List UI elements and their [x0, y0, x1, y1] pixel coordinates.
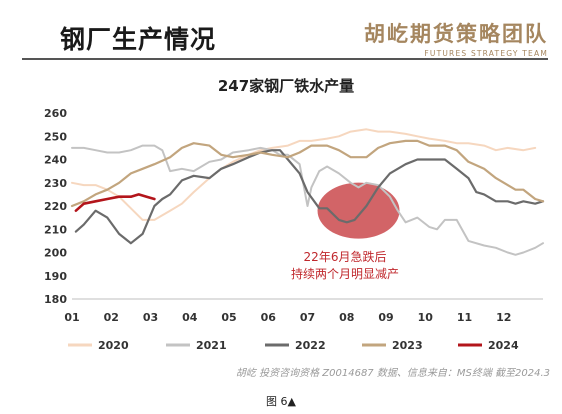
series-layer — [70, 128, 545, 256]
x-tick-label: 10 — [418, 311, 434, 324]
annotation-line-1: 22年6月急跌后 — [304, 249, 387, 264]
series-line-2023 — [70, 139, 545, 208]
x-tick-label: 11 — [457, 311, 472, 324]
series-line-2020 — [71, 128, 537, 221]
x-tick-label: 03 — [143, 311, 158, 324]
page-title: 钢厂生产情况 — [60, 25, 217, 54]
highlight-layer — [317, 182, 400, 239]
axis-layer: 180 190 200 210 220 230 240 250 260 01 02 03 04 05 06 0… — [44, 107, 543, 324]
x-tick-label: 07 — [300, 311, 315, 324]
series-line-2021 — [71, 144, 544, 256]
brand-name-en: FUTURES STRATEGY TEAM — [424, 49, 548, 58]
x-tick-label: 09 — [378, 311, 393, 324]
annotation-line-2: 持续两个月明显减产 — [291, 266, 399, 281]
legend-label-2021: 2021 — [196, 339, 227, 352]
y-tick-label: 180 — [44, 293, 67, 306]
x-tick-label: 06 — [261, 311, 277, 324]
brand-name-cn: 胡屹期货策略团队 — [364, 21, 548, 46]
brand-logo: 胡屹期货策略团队 FUTURES STRATEGY TEAM — [364, 18, 548, 58]
y-tick-label: 190 — [44, 270, 67, 283]
legend-label-2020: 2020 — [98, 339, 129, 352]
series-line-2024 — [74, 193, 156, 212]
x-tick-label: 04 — [182, 311, 198, 324]
legend-label-2024: 2024 — [488, 339, 519, 352]
legend-label-2023: 2023 — [392, 339, 423, 352]
legend: 2020 2021 2022 2023 2024 — [68, 339, 519, 352]
source-note: 胡屹 投资咨询资格 Z0014687 数据、信息来自：MS终端 截至2024.3 — [235, 368, 550, 379]
x-tick-label: 08 — [339, 311, 354, 324]
chart-title: 247家钢厂铁水产量 — [218, 77, 354, 95]
series-line-2022 — [74, 149, 545, 245]
y-tick-label: 230 — [44, 177, 67, 190]
x-tick-label: 05 — [221, 311, 236, 324]
figure-caption: 图 6▲ — [266, 395, 296, 408]
x-tick-label: 02 — [104, 311, 119, 324]
y-tick-label: 210 — [44, 223, 67, 236]
y-tick-label: 250 — [44, 130, 67, 143]
y-tick-label: 220 — [44, 200, 67, 213]
x-tick-label: 01 — [64, 311, 79, 324]
header-divider — [22, 58, 548, 60]
legend-label-2022: 2022 — [295, 339, 326, 352]
y-tick-label: 240 — [44, 154, 67, 167]
highlight-ellipse — [317, 182, 400, 239]
y-tick-label: 200 — [44, 247, 67, 260]
y-tick-label: 260 — [44, 107, 67, 120]
x-tick-label: 12 — [496, 311, 511, 324]
